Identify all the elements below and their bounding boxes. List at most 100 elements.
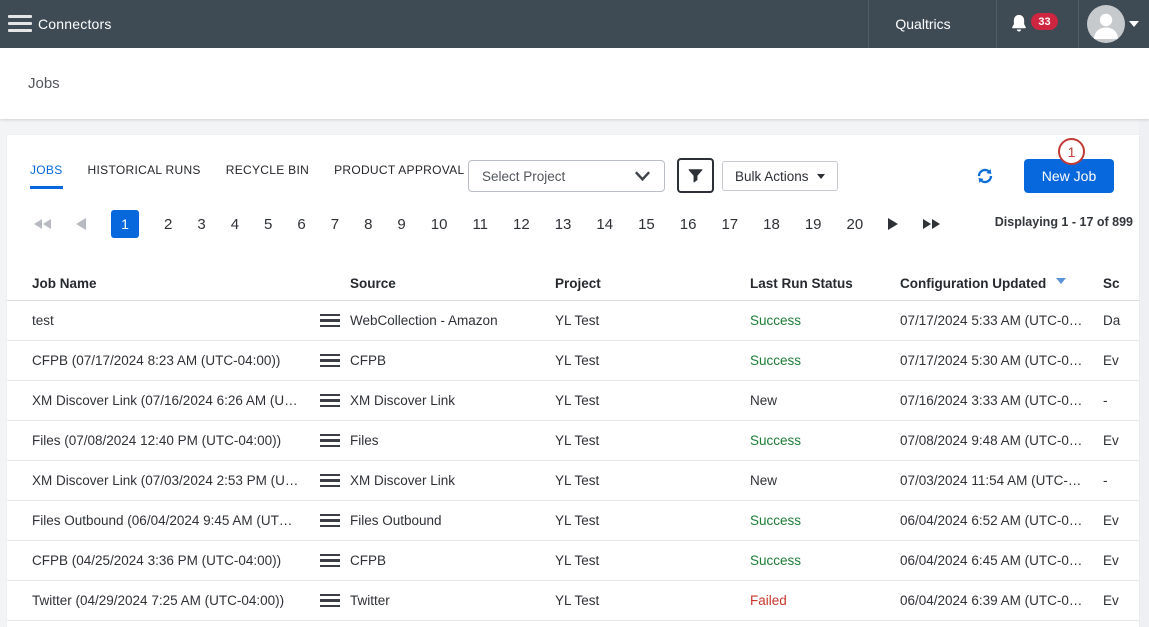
notification-count-badge[interactable]: 33: [1031, 13, 1058, 30]
job-name[interactable]: CFPB (04/25/2024 3:36 PM (UTC-04:00)): [32, 553, 282, 568]
page-17[interactable]: 17: [721, 215, 739, 233]
column-header-sc[interactable]: Sc: [1103, 275, 1120, 291]
app-title: Connectors: [38, 16, 112, 32]
page-1-active[interactable]: 1: [111, 210, 139, 238]
page-5[interactable]: 5: [264, 215, 273, 233]
hamburger-icon: [320, 593, 340, 608]
topbar-divider: [1078, 0, 1079, 48]
page-14[interactable]: 14: [596, 215, 614, 233]
table-row: CFPB (04/25/2024 3:36 PM (UTC-04:00)) CF…: [7, 541, 1139, 581]
page-13[interactable]: 13: [554, 215, 572, 233]
person-icon: [1094, 13, 1118, 39]
vertical-scrollbar[interactable]: [1139, 119, 1149, 627]
job-configuration-updated: 07/17/2024 5:33 AM (UTC-0…: [900, 313, 1083, 328]
hamburger-menu-icon[interactable]: [8, 15, 32, 36]
previous-page-button[interactable]: [76, 218, 86, 230]
refresh-icon: [977, 168, 993, 184]
row-menu-button[interactable]: [320, 553, 350, 568]
page-9[interactable]: 9: [397, 215, 406, 233]
row-menu-button[interactable]: [320, 593, 350, 608]
page-7[interactable]: 7: [330, 215, 340, 233]
job-project: YL Test: [555, 393, 600, 408]
page-10[interactable]: 10: [430, 215, 448, 233]
topbar-divider: [868, 0, 869, 48]
page-20[interactable]: 20: [846, 215, 864, 233]
job-last-run-status: Success: [750, 553, 802, 568]
topbar-divider: [996, 0, 997, 48]
page-12[interactable]: 12: [513, 215, 530, 233]
project-select-value: Select Project: [482, 168, 566, 184]
page-2[interactable]: 2: [164, 215, 173, 233]
sort-descending-icon: [1056, 278, 1067, 289]
row-menu-button[interactable]: [320, 393, 350, 408]
column-header-configuration-updated[interactable]: Configuration Updated: [900, 276, 1103, 291]
page-16[interactable]: 16: [679, 215, 697, 233]
row-menu-button[interactable]: [320, 513, 350, 528]
bell-icon: [1012, 14, 1026, 32]
tab-product-approval[interactable]: PRODUCT APPROVAL: [334, 163, 465, 177]
job-source: Files Outbound: [350, 513, 442, 528]
job-last-run-status: Failed: [750, 593, 787, 608]
project-select[interactable]: Select Project: [468, 160, 665, 192]
tab-jobs[interactable]: JOBS: [30, 163, 63, 189]
jobs-panel: JOBS HISTORICAL RUNS RECYCLE BIN PRODUCT AP…: [7, 135, 1139, 627]
page-8[interactable]: 8: [364, 215, 373, 233]
job-name[interactable]: XM Discover Link (07/16/2024 6:26 AM (U…: [32, 393, 298, 408]
notifications-button[interactable]: [1008, 12, 1030, 36]
hamburger-icon: [320, 433, 340, 448]
table-row: Twitter (04/29/2024 7:25 AM (UTC-04:00))…: [7, 581, 1139, 621]
pagination: 1 2 3 4 5 6 7 8 9 10 11 12 13 14 15 16 17 18 19 20: [34, 210, 941, 238]
page-15[interactable]: 15: [638, 215, 655, 233]
job-schedule: -: [1103, 393, 1108, 408]
job-configuration-updated: 07/17/2024 5:30 AM (UTC-0…: [900, 353, 1083, 368]
job-configuration-updated: 07/16/2024 3:33 AM (UTC-0…: [900, 393, 1083, 408]
column-header-project[interactable]: Project: [555, 275, 601, 291]
table-row: test WebCollection - Amazon YL Test Succ…: [7, 301, 1139, 341]
row-menu-button[interactable]: [320, 473, 350, 488]
filter-button[interactable]: [677, 158, 714, 193]
page-4[interactable]: 4: [230, 215, 240, 233]
account-caret-down-icon[interactable]: [1129, 21, 1139, 32]
job-project: YL Test: [555, 513, 600, 528]
page-6[interactable]: 6: [297, 215, 306, 233]
job-schedule: Ev: [1103, 433, 1119, 448]
job-last-run-status: New: [750, 473, 778, 488]
next-page-button[interactable]: [888, 218, 899, 230]
row-menu-button[interactable]: [320, 433, 350, 448]
job-name[interactable]: XM Discover Link (07/03/2024 2:53 PM (U…: [32, 473, 299, 488]
job-schedule: Da: [1103, 313, 1121, 328]
page-3[interactable]: 3: [197, 215, 206, 233]
job-project: YL Test: [555, 473, 600, 488]
job-last-run-status: Success: [750, 353, 802, 368]
tab-bar: JOBS HISTORICAL RUNS RECYCLE BIN PRODUCT AP…: [30, 163, 464, 189]
column-header-source[interactable]: Source: [350, 275, 396, 291]
brand-menu[interactable]: Qualtrics: [895, 16, 951, 32]
job-configuration-updated: 06/04/2024 6:45 AM (UTC-0…: [900, 553, 1083, 568]
job-name[interactable]: test: [32, 313, 54, 328]
row-menu-button[interactable]: [320, 313, 350, 328]
job-source: XM Discover Link: [350, 473, 456, 488]
new-job-button[interactable]: New Job: [1024, 159, 1114, 193]
hamburger-icon: [320, 553, 340, 568]
column-header-job-name[interactable]: Job Name: [32, 275, 97, 291]
job-name[interactable]: Files (07/08/2024 12:40 PM (UTC-04:00)): [32, 433, 282, 448]
tab-recycle-bin[interactable]: RECYCLE BIN: [225, 163, 310, 177]
tab-historical-runs[interactable]: HISTORICAL RUNS: [87, 163, 201, 177]
first-page-button[interactable]: [34, 219, 51, 229]
job-source: WebCollection - Amazon: [350, 313, 498, 328]
refresh-button[interactable]: [976, 167, 994, 185]
job-name[interactable]: Twitter (04/29/2024 7:25 AM (UTC-04:00)): [32, 593, 285, 608]
page-19[interactable]: 19: [804, 215, 822, 233]
bulk-actions-button[interactable]: Bulk Actions: [722, 161, 838, 191]
top-nav-bar: Connectors Qualtrics 33: [0, 0, 1149, 48]
column-header-last-run-status[interactable]: Last Run Status: [750, 275, 853, 291]
jobs-table: Job Name Source Project Last Run Status Conf…: [7, 266, 1139, 621]
user-avatar[interactable]: [1087, 5, 1125, 43]
job-source: XM Discover Link: [350, 393, 456, 408]
page-11[interactable]: 11: [472, 215, 489, 233]
job-name[interactable]: CFPB (07/17/2024 8:23 AM (UTC-04:00)): [32, 353, 281, 368]
last-page-button[interactable]: [923, 219, 941, 229]
row-menu-button[interactable]: [320, 353, 350, 368]
job-name[interactable]: Files Outbound (06/04/2024 9:45 AM (UT…: [32, 513, 293, 528]
page-18[interactable]: 18: [763, 215, 780, 233]
